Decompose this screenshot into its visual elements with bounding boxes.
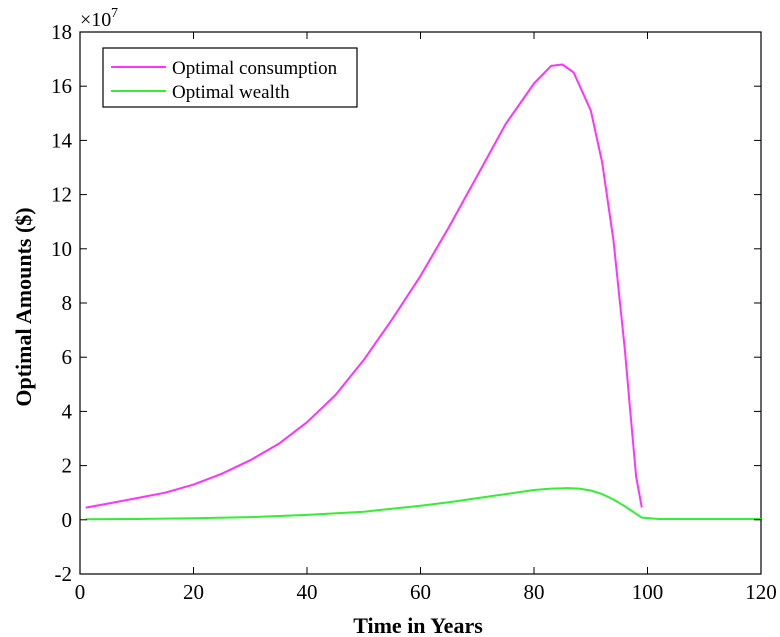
y-tick-label: 14	[51, 128, 73, 152]
x-tick-label: 0	[75, 580, 86, 604]
x-tick-label: 20	[183, 580, 204, 604]
legend: Optimal consumption Optimal wealth	[102, 47, 358, 108]
axes-frame	[79, 31, 762, 575]
plot-area	[79, 31, 762, 575]
x-tick-label: 120	[745, 580, 777, 604]
y-multiplier-base: ×10	[80, 9, 111, 31]
y-tick-label: 2	[62, 454, 73, 478]
y-tick-label: -2	[55, 562, 73, 586]
x-tick-label: 80	[524, 580, 545, 604]
x-axis-label: Time in Years	[353, 613, 483, 637]
y-tick-label: 18	[51, 20, 72, 44]
legend-label-wealth: Optimal wealth	[172, 82, 290, 103]
x-tick-label: 60	[410, 580, 431, 604]
y-tick-label: 8	[62, 291, 73, 315]
y-axis-ticks: -2 0 2 4 6 8 10 12 14 16 18	[51, 20, 761, 586]
x-tick-label: 40	[297, 580, 318, 604]
y-tick-label: 6	[62, 345, 73, 369]
legend-label-consumption: Optimal consumption	[172, 58, 338, 79]
y-multiplier: ×10	[80, 9, 111, 31]
y-multiplier-exponent: 7	[111, 6, 118, 21]
y-tick-label: 0	[62, 508, 73, 532]
series-line-consumption	[85, 63, 643, 509]
x-tick-label: 100	[632, 580, 664, 604]
y-axis-label: Optimal Amounts ($)	[11, 207, 36, 406]
y-tick-label: 16	[51, 74, 72, 98]
legend-box	[102, 47, 358, 108]
y-tick-label: 4	[62, 399, 73, 423]
series-line-wealth	[85, 487, 761, 521]
x-axis-ticks: 0 20 40 60 80 100 120	[75, 32, 777, 604]
y-tick-label: 10	[51, 237, 72, 261]
y-tick-label: 12	[51, 183, 72, 207]
